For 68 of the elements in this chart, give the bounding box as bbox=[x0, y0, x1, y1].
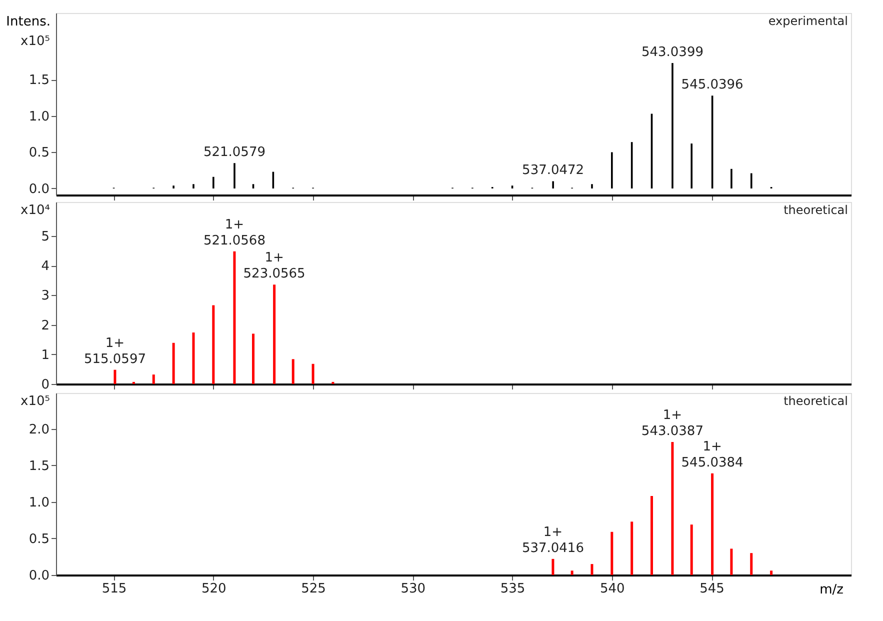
bar bbox=[711, 473, 714, 575]
y-tick-label: 0.5 bbox=[28, 532, 50, 547]
annotation: 1+ bbox=[543, 524, 563, 540]
annotation: 523.0565 bbox=[243, 266, 306, 282]
y-tick-label: 1.0 bbox=[28, 109, 50, 124]
text: x10⁴ bbox=[20, 203, 50, 218]
bar bbox=[690, 524, 693, 575]
bar bbox=[252, 334, 255, 384]
annotation: 1+ bbox=[702, 439, 722, 454]
y-axis-title: Intens. bbox=[6, 14, 50, 30]
y-tick-label: 1.5 bbox=[28, 458, 50, 474]
y-tick-label: 3 bbox=[41, 288, 50, 304]
bar bbox=[292, 359, 294, 384]
bar bbox=[570, 570, 574, 575]
annotation: theoretical bbox=[784, 394, 848, 408]
annotation: 1+ bbox=[264, 250, 284, 266]
bar bbox=[152, 374, 155, 384]
annotation: 545.0384 bbox=[681, 455, 744, 470]
annotation: 521.0579 bbox=[203, 145, 266, 160]
bar bbox=[552, 558, 554, 575]
x-axis-title: m/z bbox=[820, 582, 844, 598]
text: x10⁵ bbox=[20, 394, 50, 409]
y-tick-label: 0.5 bbox=[28, 146, 50, 161]
y-tick-label: 0.0 bbox=[28, 568, 50, 584]
annotation: 515.0597 bbox=[84, 352, 146, 367]
x-tick-label: 530 bbox=[400, 582, 426, 596]
annotation: 545.0396 bbox=[681, 78, 744, 93]
bar bbox=[273, 284, 276, 384]
bar bbox=[192, 332, 195, 384]
bar bbox=[671, 442, 674, 575]
y-tick-label: 1.0 bbox=[28, 495, 50, 510]
y-tick-label: 2.0 bbox=[28, 422, 50, 438]
bar bbox=[212, 305, 215, 384]
bar bbox=[590, 564, 594, 575]
y-tick-label: 4 bbox=[41, 259, 50, 274]
bar bbox=[610, 532, 614, 575]
y-tick-label: 5 bbox=[41, 230, 50, 245]
annotation: 1+ bbox=[224, 217, 244, 232]
y-tick-label: 2 bbox=[41, 318, 50, 334]
x-tick-label: 520 bbox=[201, 582, 226, 596]
bar bbox=[114, 370, 116, 384]
bar bbox=[730, 548, 733, 575]
annotation: theoretical bbox=[784, 203, 848, 217]
bar bbox=[233, 251, 236, 384]
bar bbox=[770, 570, 773, 575]
bar bbox=[650, 496, 653, 575]
y-tick-label: 1.5 bbox=[28, 73, 50, 88]
x-tick-label: 545 bbox=[700, 582, 724, 596]
text: x10⁵ bbox=[20, 34, 50, 49]
annotation: 1+ bbox=[662, 408, 682, 423]
x-tick-label: 540 bbox=[600, 582, 625, 596]
y-tick-label: 1 bbox=[41, 348, 50, 363]
annotation: experimental bbox=[768, 14, 848, 28]
x-tick-label: 535 bbox=[500, 582, 526, 596]
x-tick-label: 525 bbox=[301, 582, 326, 596]
y-tick-label: 0 bbox=[41, 378, 50, 392]
bar bbox=[312, 364, 314, 384]
annotation: 537.0472 bbox=[522, 163, 584, 178]
annotation: 521.0568 bbox=[203, 233, 266, 248]
annotation: 537.0416 bbox=[522, 540, 584, 556]
x-tick-label: 515 bbox=[102, 582, 127, 596]
annotation: 543.0399 bbox=[641, 45, 704, 60]
bar bbox=[172, 342, 175, 384]
y-tick-label: 0.0 bbox=[28, 182, 50, 197]
bar bbox=[630, 522, 634, 575]
bar bbox=[750, 553, 753, 575]
annotation: 1+ bbox=[105, 336, 125, 351]
annotation: 543.0387 bbox=[641, 424, 704, 439]
